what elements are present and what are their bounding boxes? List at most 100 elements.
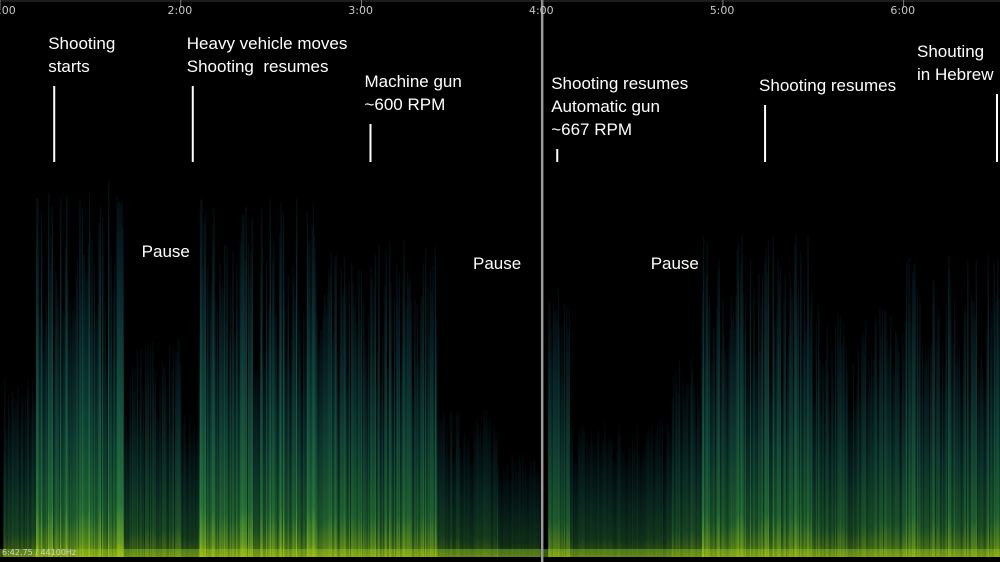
spectrum-band xyxy=(660,453,662,557)
spectrum-band xyxy=(998,299,1000,557)
spectrum-band xyxy=(118,202,121,557)
spectrum-band xyxy=(976,400,979,557)
spectrum-band xyxy=(33,397,35,557)
spectrum-band xyxy=(970,294,973,557)
spectrum-band xyxy=(740,261,742,557)
spectrum-band xyxy=(179,361,182,557)
spectrum-band xyxy=(387,367,390,557)
spectrum-band xyxy=(458,410,460,557)
spectrum-band xyxy=(637,454,639,557)
spectrum-band xyxy=(751,384,753,557)
spectrum-band xyxy=(843,322,845,557)
spectrum-band xyxy=(958,347,961,557)
spectrum-band xyxy=(305,345,307,557)
activity-segment xyxy=(497,453,541,557)
spectrum-band xyxy=(625,460,627,557)
spectrum-band xyxy=(195,445,197,557)
spectrum-band xyxy=(158,418,160,557)
spectrum-band xyxy=(392,383,394,557)
spectrum-band xyxy=(779,268,782,557)
spectrum-band xyxy=(6,435,8,557)
spectrum-band xyxy=(962,374,964,557)
spectrum-band xyxy=(934,401,937,557)
spectrum-band xyxy=(254,364,256,557)
spectrum-band xyxy=(268,302,270,557)
spectrum-band xyxy=(493,423,495,557)
spectrum-band xyxy=(593,449,595,557)
spectrum-band xyxy=(297,376,299,557)
pause-label: Pause xyxy=(650,254,699,273)
spectrum-band xyxy=(227,386,229,557)
spectrum-band xyxy=(981,357,983,557)
spectrum-band xyxy=(90,303,92,557)
spectrum-band xyxy=(346,376,348,557)
spectrum-band xyxy=(778,282,780,557)
spectrum-band xyxy=(556,317,558,557)
time-tick-label: 3:00 xyxy=(348,4,373,17)
spectrum-band xyxy=(863,342,865,557)
spectrum-band xyxy=(689,381,691,557)
spectrum-band xyxy=(876,376,879,557)
spectrum-band xyxy=(830,419,832,557)
spectrum-band xyxy=(111,355,113,557)
spectrum-band xyxy=(805,331,807,557)
spectrum-band xyxy=(306,212,309,557)
spectrum-band xyxy=(581,425,583,557)
spectrum-band xyxy=(432,265,434,557)
spectrum-band xyxy=(38,308,40,557)
spectrum-band xyxy=(402,281,404,557)
spectrum-band xyxy=(210,283,213,557)
spectrum-band xyxy=(426,394,428,557)
spectrum-band xyxy=(821,367,823,557)
spectrum-band xyxy=(275,310,277,557)
spectrum-band xyxy=(3,452,5,557)
spectrum-band xyxy=(23,448,25,557)
spectrum-band xyxy=(602,440,605,557)
spectrum-band xyxy=(824,426,826,557)
spectrum-band xyxy=(787,354,789,557)
spectrum-band xyxy=(189,414,191,557)
spectrum-band xyxy=(319,330,322,557)
spectrum-band xyxy=(399,381,402,557)
spectrum-band xyxy=(946,379,949,557)
spectrum-band xyxy=(675,372,677,557)
spectrum-band xyxy=(363,300,365,557)
spectrum-band xyxy=(262,353,264,557)
spectrum-band xyxy=(711,362,713,557)
spectrum-band xyxy=(187,441,190,557)
spectrum-band xyxy=(94,313,97,557)
activity-segment xyxy=(373,240,438,558)
spectrum-band xyxy=(284,292,286,557)
spectrum-band xyxy=(79,199,81,557)
spectrum-band xyxy=(309,243,311,557)
spectrum-band xyxy=(365,346,367,557)
spectrum-band xyxy=(776,313,778,557)
spectrum-band xyxy=(88,192,91,557)
spectrum-band xyxy=(629,449,631,557)
spectrum-band xyxy=(443,415,446,557)
spectrum-band xyxy=(185,441,187,557)
spectrum-band xyxy=(487,424,489,557)
activity-segment xyxy=(3,378,37,557)
spectrum-band xyxy=(793,376,795,557)
spectrum-band xyxy=(10,426,12,557)
spectrum-band xyxy=(249,274,251,557)
spectrum-band xyxy=(868,359,870,557)
spectrum-band xyxy=(139,401,141,557)
spectrum-band xyxy=(341,296,343,557)
spectrum-band xyxy=(258,389,261,557)
spectrum-band xyxy=(114,263,116,557)
spectrum-band xyxy=(606,452,608,557)
spectrum-band xyxy=(705,276,707,557)
spectrum-band xyxy=(352,281,354,557)
spectrum-band xyxy=(840,344,843,557)
spectrum-band xyxy=(437,440,440,557)
spectrum-band xyxy=(134,369,136,557)
spectrum-band xyxy=(737,241,740,557)
spectrum-band xyxy=(240,231,243,558)
spectrum-band xyxy=(270,309,273,557)
spectrum-band xyxy=(398,275,400,557)
spectrum-band xyxy=(831,348,833,557)
spectrum-band xyxy=(613,457,615,557)
